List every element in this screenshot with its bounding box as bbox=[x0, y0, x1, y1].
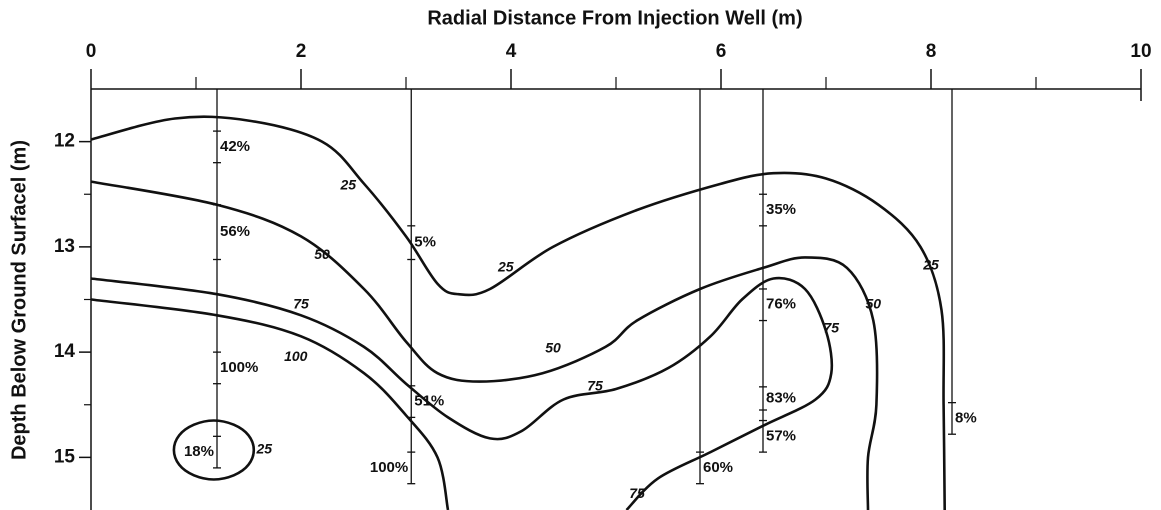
sample-label: 60% bbox=[703, 459, 733, 476]
x-axis-title: Radial Distance From Injection Well (m) bbox=[427, 7, 802, 29]
contour-label: 25 bbox=[922, 257, 939, 273]
contour-line bbox=[90, 180, 879, 510]
contour-label: 100 bbox=[284, 348, 308, 364]
x-tick-label: 0 bbox=[86, 41, 97, 62]
contour-line bbox=[90, 298, 450, 510]
sample-label: 51% bbox=[414, 393, 444, 410]
y-tick-label: 15 bbox=[54, 446, 76, 467]
sample-label: 57% bbox=[766, 427, 796, 444]
y-axis-title: Depth Below Ground Surfacel (m) bbox=[8, 140, 30, 460]
contour-label: 75 bbox=[293, 295, 309, 311]
contour-line bbox=[90, 276, 834, 510]
contour-label: 25 bbox=[497, 259, 514, 275]
contour-line bbox=[90, 115, 946, 510]
contour-label: 50 bbox=[314, 246, 330, 262]
x-tick-label: 10 bbox=[1130, 41, 1151, 62]
sample-label: 56% bbox=[220, 223, 250, 240]
sample-label: 100% bbox=[370, 459, 408, 476]
sample-label: 42% bbox=[220, 138, 250, 155]
contour-label: 75 bbox=[587, 378, 603, 394]
contour-line bbox=[172, 419, 256, 481]
sample-label: 76% bbox=[766, 296, 796, 313]
contour-label: 75 bbox=[629, 485, 645, 501]
sample-label: 100% bbox=[220, 359, 258, 376]
contour-label: 75 bbox=[823, 320, 839, 336]
contour-label: 50 bbox=[865, 295, 881, 311]
contour-label: 25 bbox=[255, 441, 272, 457]
y-tick-label: 12 bbox=[54, 131, 75, 152]
y-tick-label: 13 bbox=[54, 236, 75, 257]
sample-label: 83% bbox=[766, 389, 796, 406]
y-tick-label: 14 bbox=[54, 341, 76, 362]
sample-label: 8% bbox=[955, 409, 977, 426]
sample-label: 5% bbox=[414, 234, 436, 251]
sample-label: 35% bbox=[766, 201, 796, 218]
sample-label: 18% bbox=[184, 443, 214, 460]
contour-label: 50 bbox=[545, 340, 561, 356]
x-tick-label: 2 bbox=[296, 41, 307, 62]
contour-label: 25 bbox=[339, 177, 356, 193]
x-tick-label: 4 bbox=[506, 41, 517, 62]
x-tick-label: 8 bbox=[926, 41, 937, 62]
x-tick-label: 6 bbox=[716, 41, 727, 62]
